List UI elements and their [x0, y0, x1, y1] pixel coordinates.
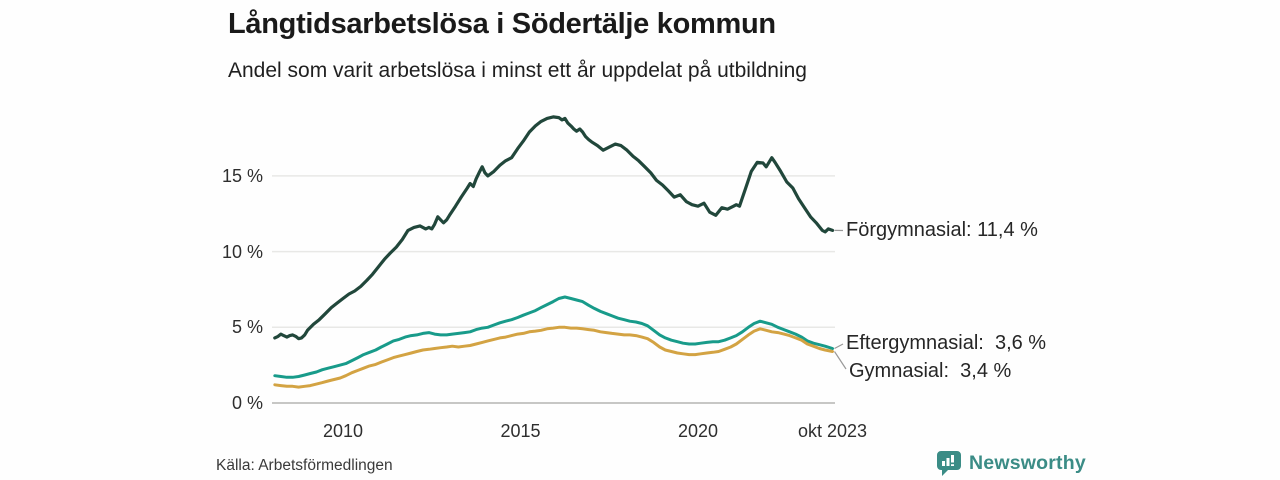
page-title: Långtidsarbetslösa i Södertälje kommun: [228, 8, 776, 40]
series-line-eftergymnasial: [273, 295, 834, 379]
x-tick-label: 2015: [500, 421, 541, 441]
series-line-forgymnasial: [273, 115, 835, 341]
newsworthy-icon: [937, 451, 961, 476]
x-tick-label: 2020: [677, 421, 719, 441]
series-line-gymnasial: [273, 325, 834, 389]
y-tick-label: 0 %: [231, 393, 263, 413]
y-tick-label: 5 %: [231, 317, 263, 338]
series-label-eftergymnasial: Eftergymnasial: 3,6 %: [846, 332, 1047, 354]
series-label-gymnasial: Gymnasial: 3,4 %: [849, 360, 1012, 382]
label-connector: [833, 351, 847, 370]
x-tick-label: okt 2023: [798, 421, 868, 441]
series-label-forgymnasial: Förgymnasial: 11,4 %: [846, 219, 1038, 241]
page-subtitle: Andel som varit arbetslösa i minst ett å…: [228, 59, 807, 82]
source-note: Källa: Arbetsförmedlingen: [216, 457, 393, 474]
brand-logo: Newsworthy: [936, 450, 1086, 477]
y-tick-label: 15 %: [221, 165, 263, 186]
label-connector: [834, 343, 844, 350]
brand-name: Newsworthy: [969, 452, 1086, 474]
x-tick-label: 2010: [322, 421, 364, 441]
y-tick-label: 10 %: [221, 241, 263, 262]
